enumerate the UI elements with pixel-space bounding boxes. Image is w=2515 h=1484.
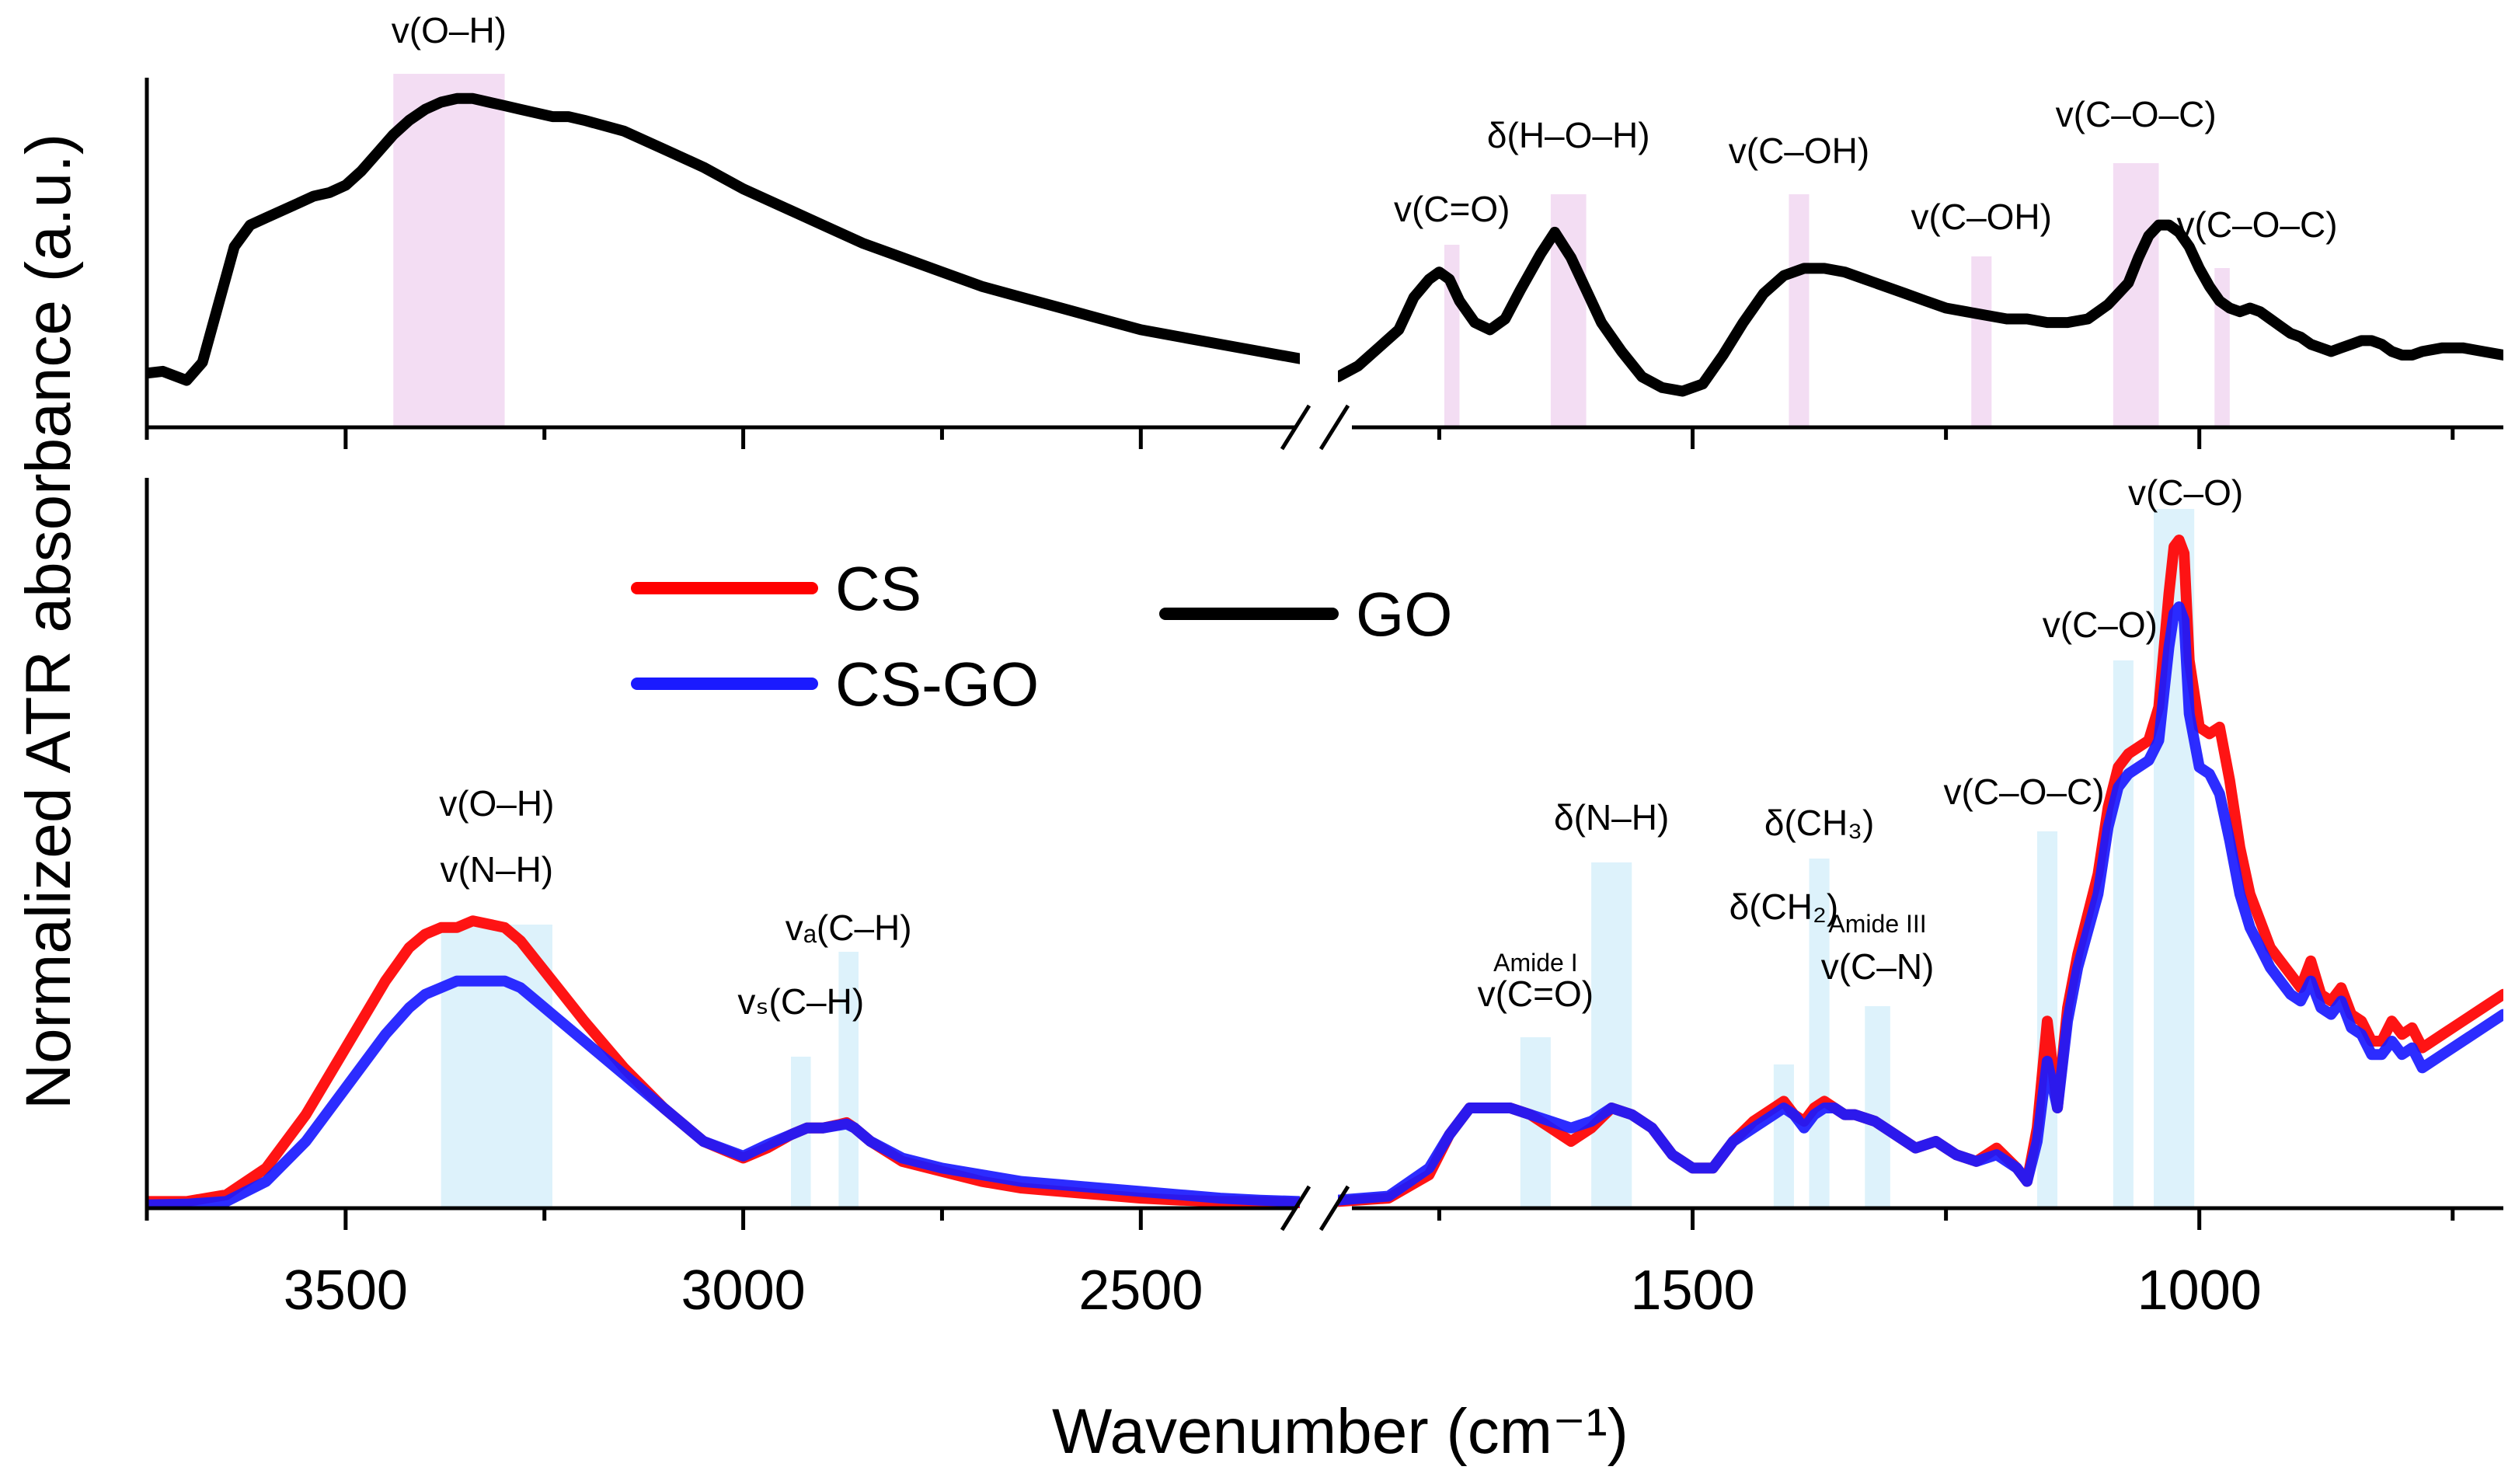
- bottom-band-label-3-1: v(C=O): [1478, 974, 1594, 1014]
- bottom-band-label-9: v(C–O): [2043, 604, 2158, 645]
- bottom-band-0: [441, 925, 552, 1208]
- legend-label-cs-go: CS-GO: [835, 650, 1039, 719]
- bottom-band-5: [1773, 1064, 1794, 1208]
- bottom-band-label-6: δ(CH₃): [1764, 803, 1874, 843]
- band-annotations: v(O–H) v(C=O) δ(H–O–H) v(C–OH) v(C–OH) v(C–O–…: [392, 10, 2338, 1022]
- top-band-label-4: v(C–OH): [1911, 197, 2052, 237]
- bottom-band-label-10: v(C–O): [2128, 472, 2243, 513]
- top-band-4: [1971, 256, 1992, 427]
- top-band-0: [393, 74, 505, 427]
- top-band-3: [1789, 194, 1810, 427]
- x-tick-label-2500: 2500: [1078, 1259, 1203, 1322]
- bottom-band-label-3-0: Amide I: [1493, 949, 1577, 977]
- bottom-band-9: [2113, 660, 2134, 1208]
- top-line-go-left: [147, 92, 1300, 386]
- bottom-band-label-8: v(C–O–C): [1944, 772, 2105, 812]
- legend: CS CS-GO GO: [631, 554, 1452, 719]
- top-band-label-5: v(C–O–C): [2056, 94, 2217, 134]
- legend-label-go: GO: [1356, 580, 1452, 649]
- x-axis-title: Wavenumber (cm⁻¹): [1052, 1396, 1628, 1467]
- top-band-label-3: v(C–OH): [1729, 131, 1869, 171]
- legend-label-cs: CS: [835, 554, 921, 623]
- bottom-band-4: [1591, 862, 1632, 1208]
- bottom-line-cs-go-left: [147, 975, 1300, 1208]
- bottom-band-label-4: δ(N–H): [1554, 797, 1669, 838]
- top-band-label-6: v(C–O–C): [2177, 204, 2338, 245]
- bottom-band-label-1: vₛ(C–H): [737, 981, 864, 1022]
- x-tick-label-3500: 3500: [284, 1259, 408, 1322]
- bottom-band-label-2: vₐ(C–H): [786, 907, 912, 948]
- top-break-mark-2: [1318, 404, 1350, 451]
- x-tick-label-1500: 1500: [1630, 1259, 1754, 1322]
- bottom-line-cs-left: [147, 915, 1300, 1208]
- bottom-band-7: [1865, 1006, 1890, 1208]
- top-band-label-2: δ(H–O–H): [1487, 115, 1650, 155]
- bottom-line-cs-right: [1338, 535, 2503, 1207]
- axes: 3500 3000 2500 1500 1000: [145, 78, 2503, 1322]
- bottom-band-label-0-0: v(O–H): [439, 783, 554, 824]
- bottom-band-label-0-1: v(N–H): [440, 849, 553, 890]
- bottom-band-6: [1809, 859, 1830, 1208]
- top-band-label-1: v(C=O): [1394, 189, 1510, 229]
- bottom-band-label-7-1: v(C–N): [1821, 946, 1935, 987]
- x-tick-label-1000: 1000: [2137, 1259, 2262, 1322]
- bottom-line-cs-go-right: [1338, 601, 2503, 1206]
- series-lines: [147, 92, 2503, 1208]
- bottom-band-2: [838, 952, 859, 1208]
- top-break-mark-1: [1280, 404, 1311, 451]
- bottom-band-label-5: δ(CH₂): [1729, 887, 1839, 927]
- bottom-band-label-7-0: Amide III: [1828, 910, 1926, 938]
- bottom-break-mark-1: [1280, 1185, 1311, 1231]
- top-line-go-right: [1338, 219, 2503, 397]
- top-band-label-0: v(O–H): [392, 10, 507, 51]
- x-tick-label-3000: 3000: [681, 1259, 806, 1322]
- band-highlights: [393, 74, 2230, 1208]
- bottom-break-mark-2: [1318, 1185, 1350, 1231]
- y-axis-title: Normalized ATR absorbance (a.u.): [13, 134, 84, 1110]
